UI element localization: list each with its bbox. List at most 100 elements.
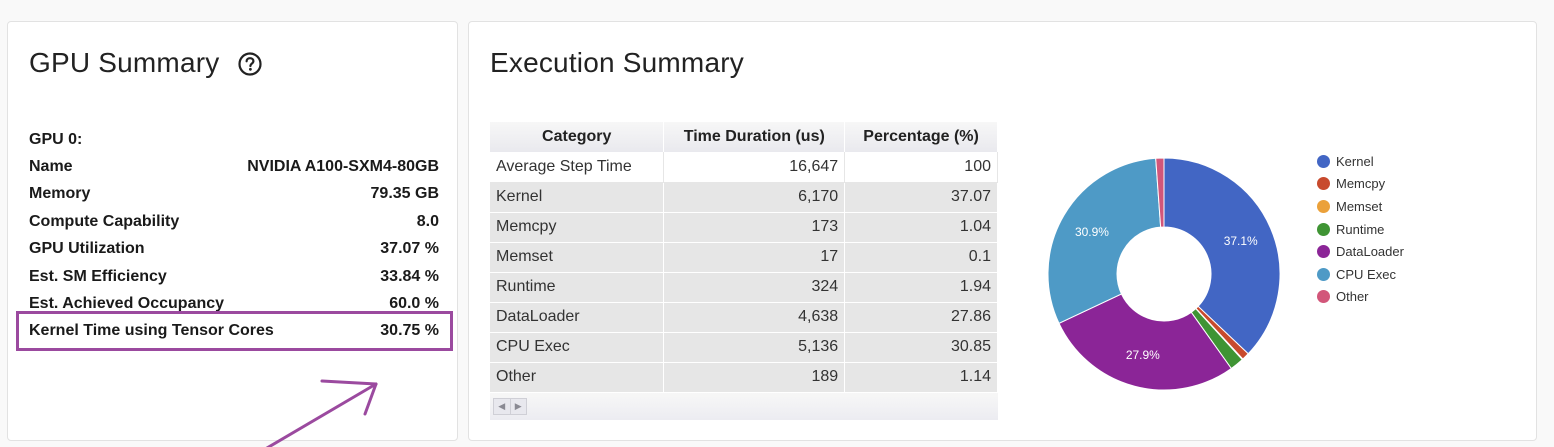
legend-item-cpu-exec[interactable]: CPU Exec: [1317, 263, 1404, 286]
execution-table: Category Time Duration (us) Percentage (…: [490, 122, 998, 393]
table-row: Average Step Time 16,647 100: [490, 152, 998, 183]
gpu-row-label: Memory: [29, 185, 91, 203]
legend-dot-icon: [1317, 177, 1330, 191]
legend-item-memset[interactable]: Memset: [1317, 195, 1404, 218]
table-header-row: Category Time Duration (us) Percentage (…: [490, 122, 998, 152]
cell-time-duration: 16,647: [663, 152, 846, 183]
help-circle-icon[interactable]: [237, 51, 263, 77]
legend-item-runtime[interactable]: Runtime: [1317, 218, 1404, 241]
gpu-row-sm-efficiency: Est. SM Efficiency 33.84 %: [29, 263, 439, 290]
column-header-percentage[interactable]: Percentage (%): [844, 122, 998, 152]
table-row: Memset 17 0.1: [490, 242, 998, 273]
cell-time-duration: 324: [663, 272, 846, 303]
slice-label: 30.9%: [1075, 225, 1109, 239]
scroll-arrows: ◀ ▶: [493, 398, 527, 415]
gpu-row-gpu-id: GPU 0:: [29, 126, 439, 153]
legend-dot-icon: [1317, 199, 1330, 213]
legend-item-dataloader[interactable]: DataLoader: [1317, 240, 1404, 263]
table-horizontal-scrollbar[interactable]: ◀ ▶: [490, 393, 998, 420]
execution-summary-title: Execution Summary: [490, 47, 744, 78]
pie-slice-other[interactable]: [1155, 157, 1165, 228]
cell-category: Kernel: [490, 182, 665, 213]
legend-item-kernel[interactable]: Kernel: [1317, 150, 1404, 173]
legend-label: Kernel: [1336, 153, 1374, 169]
slice-label: 37.1%: [1224, 234, 1258, 248]
scroll-right-icon[interactable]: ▶: [514, 401, 522, 411]
gpu-row-value: 60.0 %: [389, 295, 439, 313]
cell-percentage: 27.86: [844, 302, 998, 333]
slice-label: 27.9%: [1126, 348, 1160, 362]
legend-label: Runtime: [1336, 221, 1385, 237]
gpu-row-label: Est. Achieved Occupancy: [29, 295, 225, 313]
legend-dot-icon: [1317, 222, 1330, 236]
legend-label: CPU Exec: [1336, 266, 1396, 282]
cell-percentage: 30.85: [844, 332, 998, 363]
table-row: DataLoader 4,638 27.86: [490, 302, 998, 333]
gpu-row-label: Name: [29, 158, 73, 176]
execution-table-container: Category Time Duration (us) Percentage (…: [490, 122, 999, 420]
cell-percentage: 0.1: [844, 242, 998, 273]
gpu-row-memory: Memory 79.35 GB: [29, 181, 439, 208]
gpu-row-value: 37.07 %: [380, 240, 439, 258]
legend-label: DataLoader: [1336, 244, 1404, 260]
gpu-row-gpu-utilization: GPU Utilization 37.07 %: [29, 236, 439, 263]
pie-slice-cpu-exec[interactable]: [1047, 157, 1162, 324]
gpu-row-value: 79.35 GB: [370, 185, 439, 203]
legend-dot-icon: [1317, 290, 1330, 304]
cell-category: CPU Exec: [490, 332, 665, 363]
chart-legend: Kernel Memcpy Memset Runtime DataLoader CPU E…: [1317, 150, 1404, 308]
legend-dot-icon: [1317, 267, 1330, 281]
cell-percentage: 37.07: [844, 182, 998, 213]
gpu-row-label: GPU Utilization: [29, 240, 145, 258]
cell-category: Runtime: [490, 272, 665, 303]
cell-percentage: 100: [844, 152, 998, 183]
gpu-row-compute-capability: Compute Capability 8.0: [29, 208, 439, 235]
gpu-row-name: Name NVIDIA A100-SXM4-80GB: [29, 153, 439, 180]
execution-summary-card: Execution Summary Category Time Duration…: [468, 21, 1537, 441]
gpu-row-label: Est. SM Efficiency: [29, 267, 167, 285]
table-row: CPU Exec 5,136 30.85: [490, 332, 998, 363]
legend-label: Memcpy: [1336, 176, 1386, 192]
cell-percentage: 1.94: [844, 272, 998, 303]
gpu-summary-card: GPU Summary GPU 0: Name NVIDIA A100-SXM4…: [7, 21, 458, 447]
gpu-row-label: GPU 0:: [29, 130, 83, 148]
legend-dot-icon: [1317, 154, 1330, 168]
cell-category: Average Step Time: [490, 152, 665, 183]
table-row: Runtime 324 1.94: [490, 272, 998, 303]
cell-time-duration: 17: [663, 242, 846, 273]
cell-time-duration: 5,136: [663, 332, 846, 363]
column-header-time-duration[interactable]: Time Duration (us): [663, 122, 846, 152]
cell-time-duration: 189: [663, 362, 846, 393]
table-row: Other 189 1.14: [490, 362, 998, 393]
cell-category: Memcpy: [490, 212, 665, 243]
gpu-row-tensor-cores: Kernel Time using Tensor Cores 30.75 %: [29, 318, 439, 345]
column-header-category[interactable]: Category: [490, 122, 665, 152]
gpu-row-value: 8.0: [416, 212, 439, 230]
gpu-info-list: GPU 0: Name NVIDIA A100-SXM4-80GB Memory…: [29, 126, 439, 345]
scroll-left-icon[interactable]: ◀: [494, 399, 511, 414]
legend-item-other[interactable]: Other: [1317, 286, 1404, 309]
cell-percentage: 1.14: [844, 362, 998, 393]
gpu-row-label: Compute Capability: [29, 212, 180, 230]
gpu-summary-title: GPU Summary: [29, 47, 220, 78]
cell-time-duration: 6,170: [663, 182, 846, 213]
cell-time-duration: 173: [663, 212, 846, 243]
gpu-row-value: 33.84 %: [380, 267, 439, 285]
gpu-row-label: Kernel Time using Tensor Cores: [29, 322, 274, 340]
legend-label: Memset: [1336, 198, 1383, 214]
tensor-cores-highlight-box: [16, 311, 453, 351]
cell-category: Memset: [490, 242, 665, 273]
gpu-row-achieved-occupancy: Est. Achieved Occupancy 60.0 %: [29, 290, 439, 317]
cell-category: Other: [490, 362, 665, 393]
pie-slice-dataloader[interactable]: [1058, 293, 1232, 391]
table-row: Memcpy 173 1.04: [490, 212, 998, 243]
pie-slice-kernel[interactable]: [1163, 157, 1281, 355]
cell-category: DataLoader: [490, 302, 665, 333]
legend-dot-icon: [1317, 245, 1330, 259]
cell-time-duration: 4,638: [663, 302, 846, 333]
table-row: Kernel 6,170 37.07: [490, 182, 998, 213]
gpu-row-value: 30.75 %: [380, 322, 439, 340]
annotation-arrow-icon: [265, 379, 378, 447]
legend-item-memcpy[interactable]: Memcpy: [1317, 173, 1404, 196]
legend-label: Other: [1336, 289, 1369, 305]
